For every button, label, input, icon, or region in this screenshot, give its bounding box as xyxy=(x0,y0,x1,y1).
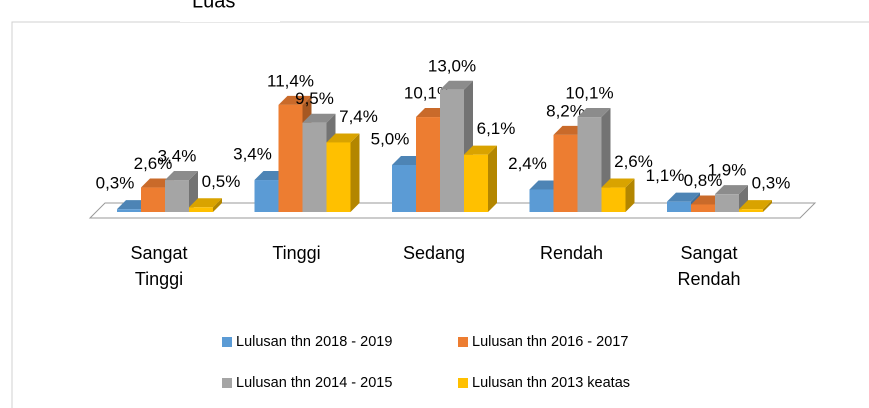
bar-front xyxy=(189,207,213,212)
data-label: 3,4% xyxy=(158,147,197,166)
data-label: 7,4% xyxy=(339,107,378,126)
bar-front xyxy=(117,209,141,212)
legend-label: Lulusan thn 2016 - 2017 xyxy=(472,334,628,350)
bar-front xyxy=(302,122,327,212)
bar xyxy=(189,198,222,212)
bar-top xyxy=(715,185,748,195)
bar-front xyxy=(278,104,303,212)
data-label: 6,1% xyxy=(477,119,516,138)
data-label: 0,3% xyxy=(96,174,135,193)
bar-front xyxy=(326,142,351,212)
bar-front xyxy=(254,180,279,212)
x-tick-label: Sangat Tinggi xyxy=(130,243,188,289)
bar-front xyxy=(667,201,691,212)
bar xyxy=(601,178,635,212)
data-label: 0,3% xyxy=(752,174,791,193)
legend-label: Lulusan thn 2018 - 2019 xyxy=(236,334,392,350)
legend-label: Lulusan thn 2013 keatas xyxy=(472,375,630,391)
data-label: 3,4% xyxy=(233,145,272,164)
bar-top xyxy=(302,113,336,123)
bar-side xyxy=(488,145,497,212)
bar-front xyxy=(440,89,464,212)
bar-side xyxy=(739,185,748,212)
data-label: 0,5% xyxy=(202,172,241,191)
legend-swatch xyxy=(222,378,232,388)
bar-front xyxy=(529,189,554,212)
bar-front xyxy=(577,117,602,212)
x-tick-label: Rendah xyxy=(539,243,604,263)
legend-label: Lulusan thn 2014 - 2015 xyxy=(236,375,392,391)
bar-side xyxy=(213,198,222,212)
data-label: 2,6% xyxy=(134,154,173,173)
bar-top xyxy=(278,95,312,105)
bar-top xyxy=(326,133,360,143)
legend-swatch xyxy=(222,337,232,347)
bar-front xyxy=(715,194,739,212)
legend-swatch xyxy=(458,378,468,388)
bar-top xyxy=(739,200,772,210)
bar xyxy=(715,185,748,212)
chart-frame xyxy=(11,21,869,408)
bar xyxy=(326,133,360,212)
bar-side xyxy=(350,133,360,212)
data-label: 0,8% xyxy=(684,171,723,190)
x-tick-label: Tinggi xyxy=(272,243,321,263)
data-label: 9,5% xyxy=(295,89,334,108)
legend-swatch xyxy=(458,337,468,347)
bar-front xyxy=(141,187,165,212)
bar-front xyxy=(416,117,440,212)
data-label: 5,0% xyxy=(371,129,410,148)
bar-top xyxy=(189,198,222,208)
data-label: 2,4% xyxy=(508,154,547,173)
bar-top xyxy=(464,145,497,155)
data-label: 1,1% xyxy=(646,166,685,185)
bar-front xyxy=(601,187,626,212)
x-tick-label: Sedang xyxy=(402,243,466,263)
bar-top xyxy=(577,108,611,118)
bar-front xyxy=(739,209,763,212)
data-label: 13,0% xyxy=(428,56,476,75)
bar-side xyxy=(763,200,772,212)
bar-front xyxy=(392,165,416,212)
data-label: 11,4% xyxy=(267,71,314,90)
data-label: 2,6% xyxy=(614,152,653,171)
data-label: 10,1% xyxy=(565,84,613,103)
bar-side xyxy=(625,178,635,212)
bar-top xyxy=(601,178,635,188)
bar-top xyxy=(440,80,473,90)
bar-top xyxy=(165,171,198,181)
bar-front xyxy=(553,134,578,212)
data-label: 8,2% xyxy=(546,101,585,120)
bar xyxy=(739,200,772,212)
x-tick-label: Sangat Rendah xyxy=(677,243,741,289)
bar-front xyxy=(691,204,715,212)
chart-title: Luas xyxy=(192,0,235,12)
bar-front xyxy=(464,154,488,212)
bar xyxy=(464,145,497,212)
bar-front xyxy=(165,180,189,212)
title-bg xyxy=(180,0,280,22)
data-label: 1,9% xyxy=(708,161,747,180)
bar-top xyxy=(667,192,700,202)
